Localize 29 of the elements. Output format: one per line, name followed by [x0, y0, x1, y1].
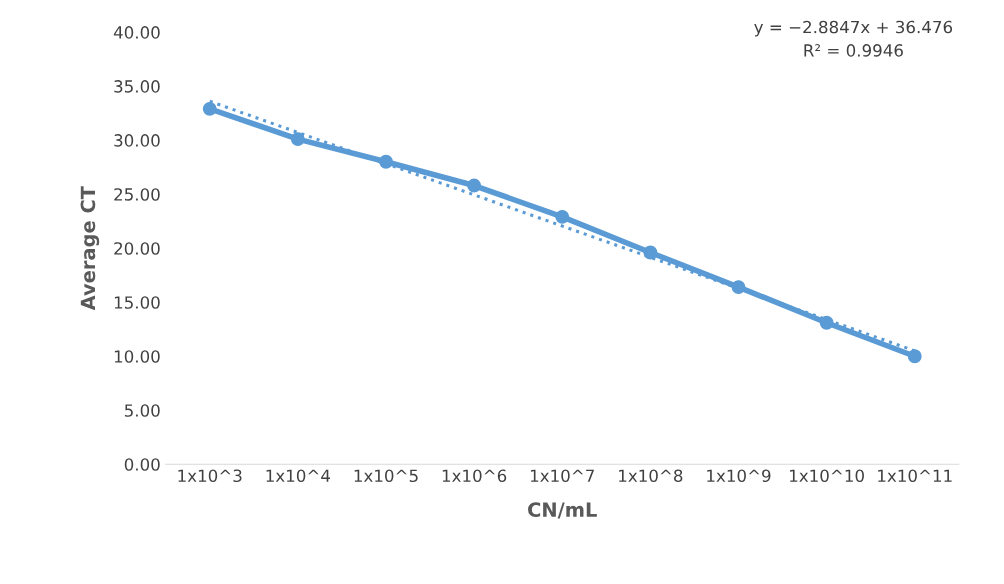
point — [907, 349, 922, 364]
x-tick-label: 1x10^10 — [790, 469, 864, 483]
y-tick-label: 35.00 — [114, 80, 160, 93]
x-tick-label: 1x10^5 — [354, 469, 418, 483]
x-tick-label: 1x10^3 — [178, 469, 242, 483]
point — [467, 178, 482, 193]
y-tick-label: 30.00 — [114, 134, 160, 147]
x-tick-label: 1x10^11 — [878, 469, 952, 483]
x-tick-label: 1x10^8 — [619, 469, 683, 483]
x-axis-title: CN/mL — [528, 502, 597, 519]
y-tick-label: 20.00 — [114, 242, 160, 255]
point — [555, 209, 570, 224]
x-tick-label: 1x10^6 — [442, 469, 507, 483]
point — [290, 132, 305, 147]
x-tick-label: 1x10^4 — [266, 469, 331, 483]
y-tick-label: 25.00 — [114, 188, 160, 201]
y-axis-title: Average CT — [80, 186, 100, 311]
point — [379, 154, 393, 169]
x-tick-label: 1x10^7 — [530, 469, 594, 483]
y-tick-label: 10.00 — [114, 350, 160, 363]
annotation: R² = 0.9946 — [804, 44, 903, 57]
point — [731, 280, 746, 295]
annotation: y = −2.8847x + 36.476 — [754, 20, 953, 37]
x-tick-label: 1x10^9 — [707, 469, 771, 483]
y-tick-label: 0.00 — [124, 458, 160, 471]
y-tick-label: 40.00 — [113, 26, 160, 39]
y-tick-label: 15.00 — [114, 296, 160, 309]
point — [202, 101, 217, 116]
y-tick-label: 5.00 — [124, 404, 160, 417]
